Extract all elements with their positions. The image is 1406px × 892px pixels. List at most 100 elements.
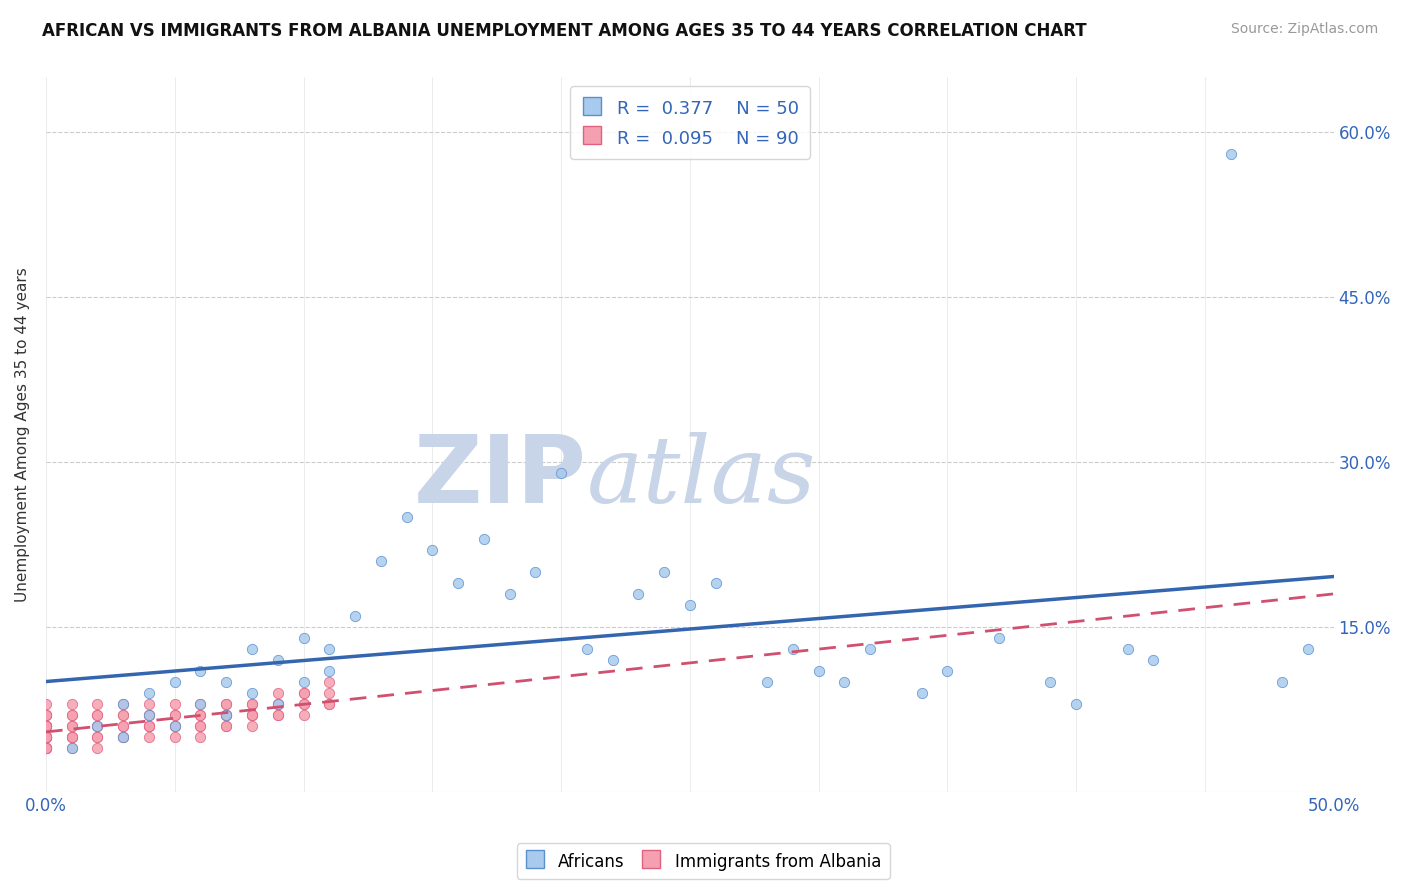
Point [35, 730, 58, 744]
Point [60, 730, 83, 744]
Point [215, 707, 238, 722]
Point [240, 707, 263, 722]
Point [267, 697, 290, 711]
Point [163, 719, 186, 733]
Point [240, 707, 263, 722]
Point [163, 707, 186, 722]
Point [138, 707, 160, 722]
Point [35, 697, 58, 711]
Point [60, 740, 83, 755]
Point [627, 587, 650, 601]
Point [60, 730, 83, 744]
Point [86, 707, 108, 722]
Point [35, 730, 58, 744]
Point [60, 719, 83, 733]
Point [267, 707, 290, 722]
Point [318, 697, 340, 711]
Text: ZIP: ZIP [413, 432, 586, 524]
Point [1142, 653, 1164, 667]
Point [138, 719, 160, 733]
Point [1296, 641, 1319, 656]
Point [86, 730, 108, 744]
Point [267, 697, 290, 711]
Point [859, 641, 882, 656]
Point [1219, 147, 1241, 161]
Point [86, 740, 108, 755]
Point [318, 674, 340, 689]
Point [679, 598, 702, 612]
Point [35, 730, 58, 744]
Point [86, 730, 108, 744]
Point [292, 697, 315, 711]
Point [138, 730, 160, 744]
Legend: R =  0.377    N = 50, R =  0.095    N = 90: R = 0.377 N = 50, R = 0.095 N = 90 [569, 87, 810, 159]
Point [215, 707, 238, 722]
Point [575, 641, 598, 656]
Text: Source: ZipAtlas.com: Source: ZipAtlas.com [1230, 22, 1378, 37]
Point [190, 719, 212, 733]
Point [35, 719, 58, 733]
Point [60, 719, 83, 733]
Point [112, 730, 135, 744]
Point [60, 697, 83, 711]
Point [163, 730, 186, 744]
Point [447, 575, 470, 590]
Point [240, 641, 263, 656]
Point [163, 707, 186, 722]
Point [163, 719, 186, 733]
Point [395, 510, 418, 524]
Point [35, 719, 58, 733]
Text: AFRICAN VS IMMIGRANTS FROM ALBANIA UNEMPLOYMENT AMONG AGES 35 TO 44 YEARS CORREL: AFRICAN VS IMMIGRANTS FROM ALBANIA UNEMP… [42, 22, 1087, 40]
Point [267, 707, 290, 722]
Point [1271, 674, 1294, 689]
Legend: Africans, Immigrants from Albania: Africans, Immigrants from Albania [516, 843, 890, 880]
Point [35, 707, 58, 722]
Point [35, 719, 58, 733]
Point [370, 554, 392, 568]
Point [112, 697, 135, 711]
Point [240, 719, 263, 733]
Point [240, 686, 263, 700]
Point [1064, 697, 1087, 711]
Point [756, 674, 779, 689]
Point [215, 674, 238, 689]
Point [138, 719, 160, 733]
Point [215, 719, 238, 733]
Point [318, 686, 340, 700]
Point [86, 719, 108, 733]
Point [267, 697, 290, 711]
Point [936, 664, 959, 678]
Point [420, 543, 443, 558]
Point [138, 686, 160, 700]
Point [318, 641, 340, 656]
Point [1116, 641, 1139, 656]
Point [86, 719, 108, 733]
Point [215, 719, 238, 733]
Point [112, 707, 135, 722]
Point [86, 719, 108, 733]
Point [35, 707, 58, 722]
Point [910, 686, 932, 700]
Point [35, 740, 58, 755]
Point [292, 674, 315, 689]
Y-axis label: Unemployment Among Ages 35 to 44 years: Unemployment Among Ages 35 to 44 years [15, 268, 30, 602]
Point [240, 697, 263, 711]
Point [190, 730, 212, 744]
Point [35, 719, 58, 733]
Point [138, 707, 160, 722]
Point [524, 565, 547, 579]
Point [292, 707, 315, 722]
Point [292, 631, 315, 645]
Point [292, 686, 315, 700]
Point [1039, 674, 1062, 689]
Point [163, 697, 186, 711]
Point [292, 697, 315, 711]
Text: atlas: atlas [586, 433, 817, 523]
Point [240, 707, 263, 722]
Point [112, 719, 135, 733]
Point [498, 587, 520, 601]
Point [652, 565, 675, 579]
Point [602, 653, 624, 667]
Point [267, 686, 290, 700]
Point [807, 664, 830, 678]
